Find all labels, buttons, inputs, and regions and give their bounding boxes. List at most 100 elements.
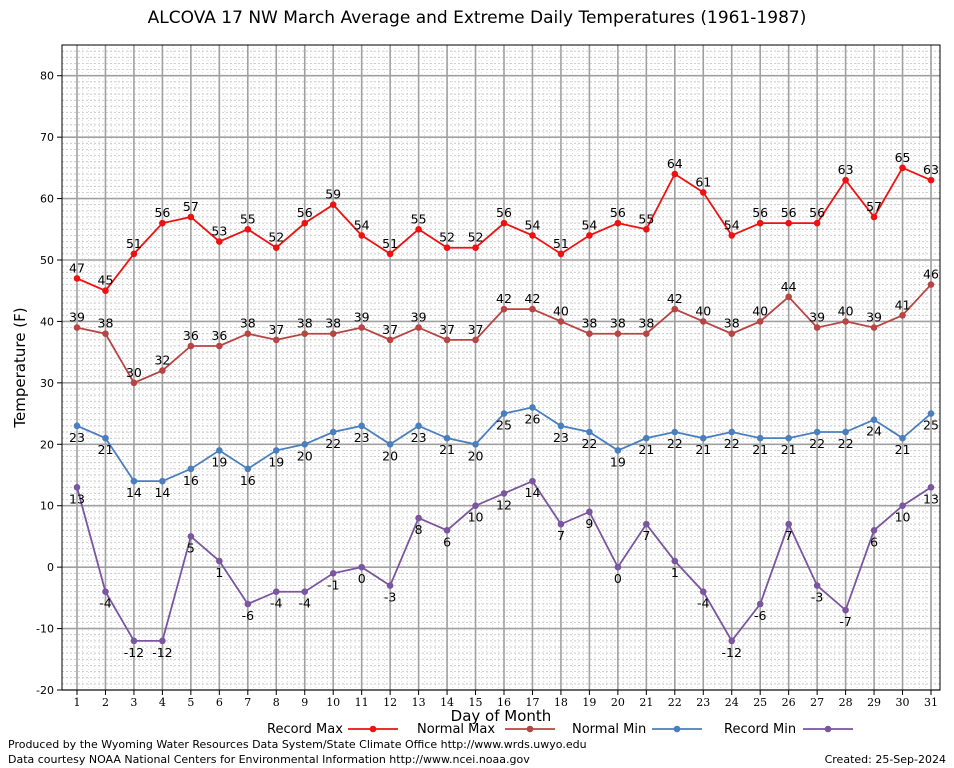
x-tick-label: 29 (867, 696, 881, 709)
x-tick-label: 7 (244, 696, 251, 709)
normal-min-data-label: 23 (553, 430, 569, 445)
normal-max-data-label: 38 (610, 316, 626, 331)
normal-min-data-label: 21 (752, 442, 768, 457)
x-tick-label: 20 (611, 696, 625, 709)
record-max-data-label: 55 (411, 211, 427, 226)
record-max-point (216, 238, 223, 245)
record-max-data-label: 56 (610, 205, 626, 220)
normal-min-point (614, 447, 622, 454)
record-max-point (272, 244, 280, 252)
y-tick-label: 30 (40, 377, 54, 390)
y-tick-label: 10 (40, 500, 54, 513)
normal-max-data-label: 42 (496, 291, 512, 306)
record-max-point (870, 213, 878, 221)
record-min-data-label: 1 (215, 565, 223, 580)
x-tick-label: 30 (896, 696, 910, 709)
record-min-point (756, 600, 764, 608)
x-tick-label: 24 (725, 696, 739, 709)
record-max-data-label: 63 (838, 162, 854, 177)
record-max-data-label: 56 (154, 205, 170, 220)
normal-min-point (472, 440, 479, 448)
record-min-data-label: 10 (468, 510, 484, 525)
normal-min-point (785, 434, 792, 442)
normal-max-data-label: 37 (268, 322, 284, 337)
normal-max-data-label: 40 (838, 303, 854, 318)
normal-max-data-label: 30 (126, 365, 142, 380)
x-tick-label: 15 (469, 696, 483, 709)
normal-max-data-label: 39 (866, 310, 882, 325)
x-tick-label: 4 (159, 696, 166, 709)
record-min-point (557, 520, 565, 528)
x-tick-label: 25 (753, 696, 767, 709)
record-min-point (643, 520, 650, 528)
record-max-point (187, 213, 195, 221)
record-min-point (699, 588, 707, 596)
normal-max-data-label: 38 (638, 316, 654, 331)
record-min-data-label: 9 (585, 516, 593, 531)
normal-min-point (159, 477, 166, 485)
normal-min-data-label: 24 (866, 424, 882, 439)
normal-max-point (216, 342, 223, 350)
record-max-data-label: 54 (354, 217, 370, 232)
record-max-point (358, 232, 365, 239)
normal-min-data-label: 19 (268, 454, 284, 469)
record-max-point (586, 232, 593, 239)
normal-min-point (728, 428, 736, 436)
normal-max-data-label: 37 (468, 322, 484, 337)
normal-max-data-label: 36 (211, 328, 227, 343)
record-min-point (216, 557, 223, 565)
record-min-point (472, 502, 479, 510)
record-min-data-label: -3 (811, 590, 823, 605)
record-max-data-label: 47 (69, 260, 85, 275)
normal-max-point (643, 330, 650, 338)
record-min-data-label: -4 (99, 596, 112, 611)
normal-min-point (415, 422, 422, 430)
y-tick-label: 70 (40, 131, 54, 144)
record-min-data-label: 7 (785, 528, 793, 543)
normal-max-point (785, 293, 792, 301)
normal-min-data-label: 23 (69, 430, 85, 445)
x-tick-label: 16 (497, 696, 511, 709)
record-min-point (785, 520, 792, 528)
normal-max-data-label: 40 (695, 303, 711, 318)
y-tick-label: 20 (40, 438, 54, 451)
record-min-data-label: -4 (697, 596, 710, 611)
normal-max-data-label: 37 (439, 322, 455, 337)
normal-max-point (927, 281, 935, 288)
record-min-data-label: 0 (614, 571, 622, 586)
x-tick-label: 11 (355, 696, 369, 709)
normal-max-point (358, 324, 365, 331)
y-tick-label: 60 (40, 193, 54, 206)
normal-min-point (244, 465, 252, 473)
record-max-point (386, 250, 394, 258)
x-tick-label: 22 (668, 696, 682, 709)
normal-min-point (358, 422, 365, 430)
normal-max-point (813, 324, 821, 331)
x-tick-label: 8 (273, 696, 280, 709)
normal-min-point (216, 447, 223, 454)
y-tick-label: 50 (40, 254, 54, 267)
record-min-data-label: 6 (443, 534, 451, 549)
record-min-point (870, 526, 878, 534)
record-max-point (329, 201, 337, 209)
record-min-data-label: -12 (124, 645, 144, 660)
normal-min-point (301, 440, 309, 448)
x-tick-label: 19 (582, 696, 596, 709)
record-min-point (529, 477, 536, 485)
producer-credit: Produced by the Wyoming Water Resources … (8, 738, 587, 751)
record-max-point (415, 225, 422, 233)
legend-marker-record-min (824, 725, 832, 733)
normal-min-data-label: 20 (468, 448, 484, 463)
record-min-point (415, 514, 422, 522)
normal-max-data-label: 32 (154, 353, 170, 368)
normal-max-data-label: 42 (667, 291, 683, 306)
record-max-data-label: 56 (297, 205, 313, 220)
normal-min-point (643, 434, 650, 442)
normal-min-data-label: 25 (496, 418, 512, 433)
normal-max-point (500, 305, 508, 313)
record-max-data-label: 45 (98, 273, 114, 288)
record-min-data-label: -4 (298, 596, 311, 611)
normal-min-point (586, 428, 593, 436)
x-tick-label: 23 (696, 696, 710, 709)
record-max-data-label: 52 (268, 230, 284, 245)
